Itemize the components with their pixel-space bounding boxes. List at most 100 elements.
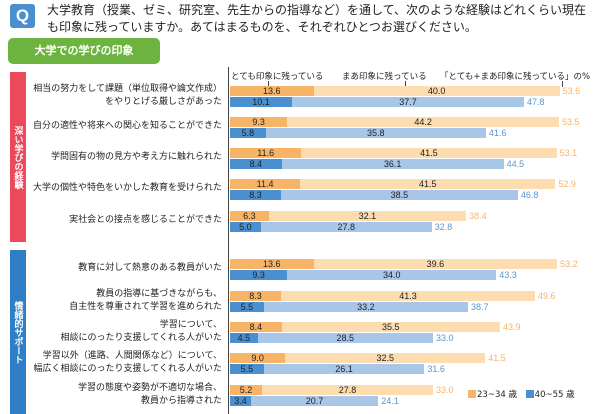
legend-entry-young: 23~34 歳 — [468, 390, 517, 400]
item-label-line: 自主性を尊重されて学習を進められた — [69, 301, 222, 312]
old-very-bar — [230, 222, 261, 232]
young-very-bar — [230, 385, 262, 395]
old-total-value: 38.7 — [471, 302, 489, 312]
old-somewhat-value: 27.8 — [337, 222, 355, 232]
old-somewhat-value: 38.5 — [390, 190, 409, 200]
old-total-value: 33.0 — [435, 333, 454, 343]
old-somewhat-bar — [257, 333, 433, 343]
item-label: 教員の指導に基づきながらも、自主性を尊重されて学習を進められた — [69, 288, 222, 313]
young-very-value: 13.6 — [263, 86, 281, 96]
young-somewhat-bar — [287, 117, 560, 127]
young-total-value: 52.9 — [558, 179, 576, 189]
old-somewhat-bar — [263, 302, 468, 312]
legend-swatch-old — [525, 390, 534, 398]
young-very-value: 9.0 — [251, 353, 264, 363]
header-tick-total — [562, 81, 563, 87]
item-label-line: 自分の適性や将来への関心を知ることができた — [32, 121, 222, 131]
young-very-bar — [230, 117, 288, 127]
young-somewhat-bar — [281, 291, 536, 301]
header-label-total: 「とても+まあ印象に残っている」の% — [440, 72, 591, 82]
old-total-value: 47.8 — [526, 97, 545, 107]
young-very-bar — [230, 353, 286, 363]
old-somewhat-bar — [260, 222, 432, 232]
item-label: 学習の態度や姿勢が不適切な場合、教員から指導された — [78, 382, 222, 407]
item-label-line: 学習について、 — [159, 320, 222, 330]
chart-axis — [228, 67, 229, 414]
old-somewhat-bar — [287, 270, 497, 280]
legend-entry-old: 40~55 歳 — [525, 390, 575, 400]
old-total-value: 41.6 — [488, 128, 507, 138]
young-somewhat-value: 41.3 — [399, 291, 417, 301]
young-very-value: 13.6 — [263, 259, 281, 269]
group-label-deep-learning: 深い学びの経験 — [10, 72, 26, 242]
group-label-emotional-support: 情緒的サポート — [10, 250, 26, 414]
old-total-value: 32.8 — [434, 222, 453, 232]
old-very-value: 8.4 — [249, 159, 263, 169]
young-total-value: 53.5 — [562, 117, 580, 127]
old-very-value: 4.5 — [237, 333, 251, 343]
old-very-bar — [230, 190, 282, 200]
young-very-bar — [230, 291, 282, 301]
item-label-line: 大学の個性や特色をいかした教育を受けられた — [32, 183, 222, 193]
question-icon: Q — [10, 4, 35, 28]
old-very-value: 5.8 — [241, 128, 255, 138]
item-label: 学問固有の物の見方や考え方に触れられた — [51, 151, 222, 164]
young-somewhat-value: 40.0 — [427, 86, 446, 96]
header-tick-somewhat — [405, 81, 406, 87]
header-label-very: とても印象に残っている — [231, 72, 324, 82]
item-label-line: 学習の態度や姿勢が不適切な場合、 — [77, 383, 222, 393]
old-very-bar — [230, 159, 282, 169]
item-label: 教育に対して熱意のある教員がいた — [78, 262, 222, 275]
item-label-line: 教員の指導に基づきながらも、 — [96, 289, 222, 299]
legend: 23~34 歳 40~55 歳 — [468, 388, 581, 400]
old-total-value: 43.3 — [499, 270, 517, 280]
item-label-line: 相談にのったり支援してくれる人がいた — [60, 332, 222, 343]
young-somewhat-bar — [313, 259, 558, 269]
old-somewhat-value: 37.7 — [399, 97, 417, 107]
legend-label-old: 40~55 歳 — [534, 390, 575, 400]
old-somewhat-bar — [281, 159, 504, 169]
young-somewhat-value: 39.6 — [426, 259, 445, 269]
young-somewhat-value: 32.5 — [376, 353, 395, 363]
old-total-value: 31.6 — [427, 364, 445, 374]
old-somewhat-bar — [263, 364, 425, 374]
old-very-value: 5.5 — [240, 364, 254, 374]
young-somewhat-value: 35.5 — [382, 322, 400, 332]
young-somewhat-value: 41.5 — [418, 179, 437, 189]
young-somewhat-value: 44.2 — [414, 117, 432, 127]
old-somewhat-bar — [292, 97, 524, 107]
young-total-value: 53.2 — [560, 259, 578, 269]
item-label-line: 教員から指導された — [140, 395, 222, 406]
item-label: 実社会との接点を感じることができた — [69, 214, 222, 227]
young-somewhat-value: 32.1 — [358, 211, 377, 221]
old-somewhat-value: 28.5 — [336, 333, 355, 343]
old-very-value: 10.1 — [252, 97, 270, 107]
young-very-value: 5.2 — [239, 385, 253, 395]
item-label: 学習について、相談にのったり支援してくれる人がいた — [61, 319, 222, 344]
young-total-value: 43.9 — [502, 322, 521, 332]
young-somewhat-bar — [285, 353, 486, 363]
old-very-bar — [230, 302, 264, 312]
young-very-value: 6.3 — [243, 211, 256, 221]
item-label: 自分の適性や将来への関心を知ることができた — [33, 120, 222, 133]
old-total-value: 24.1 — [381, 396, 399, 406]
young-very-value: 9.3 — [252, 117, 265, 127]
young-somewhat-value: 27.8 — [338, 385, 357, 395]
young-somewhat-bar — [300, 179, 556, 189]
legend-label-young: 23~34 歳 — [477, 390, 517, 400]
item-label: 学習以外（進路、人間関係など）について、 幅広く相談にのったり支援してくれる人がい… — [34, 350, 222, 375]
old-somewhat-value: 20.7 — [305, 396, 324, 406]
old-very-bar — [230, 333, 258, 343]
item-label-line: 相当の努力をして課題（単位取得や論文作成） — [33, 84, 222, 94]
young-very-bar — [230, 211, 269, 221]
legend-swatch-young — [468, 390, 476, 398]
item-label-line: 幅広く相談にのったり支援してくれる人がいた — [33, 363, 222, 374]
young-very-bar — [230, 179, 301, 189]
old-somewhat-value: 36.1 — [383, 159, 402, 169]
young-somewhat-bar — [268, 211, 467, 221]
item-label: 大学の個性や特色をいかした教育を受けられた — [33, 182, 222, 195]
young-very-bar — [230, 148, 302, 158]
young-total-value: 33.0 — [435, 385, 454, 395]
old-very-value: 5.5 — [240, 302, 254, 312]
section-title: 大学での学びの印象 — [8, 38, 160, 64]
